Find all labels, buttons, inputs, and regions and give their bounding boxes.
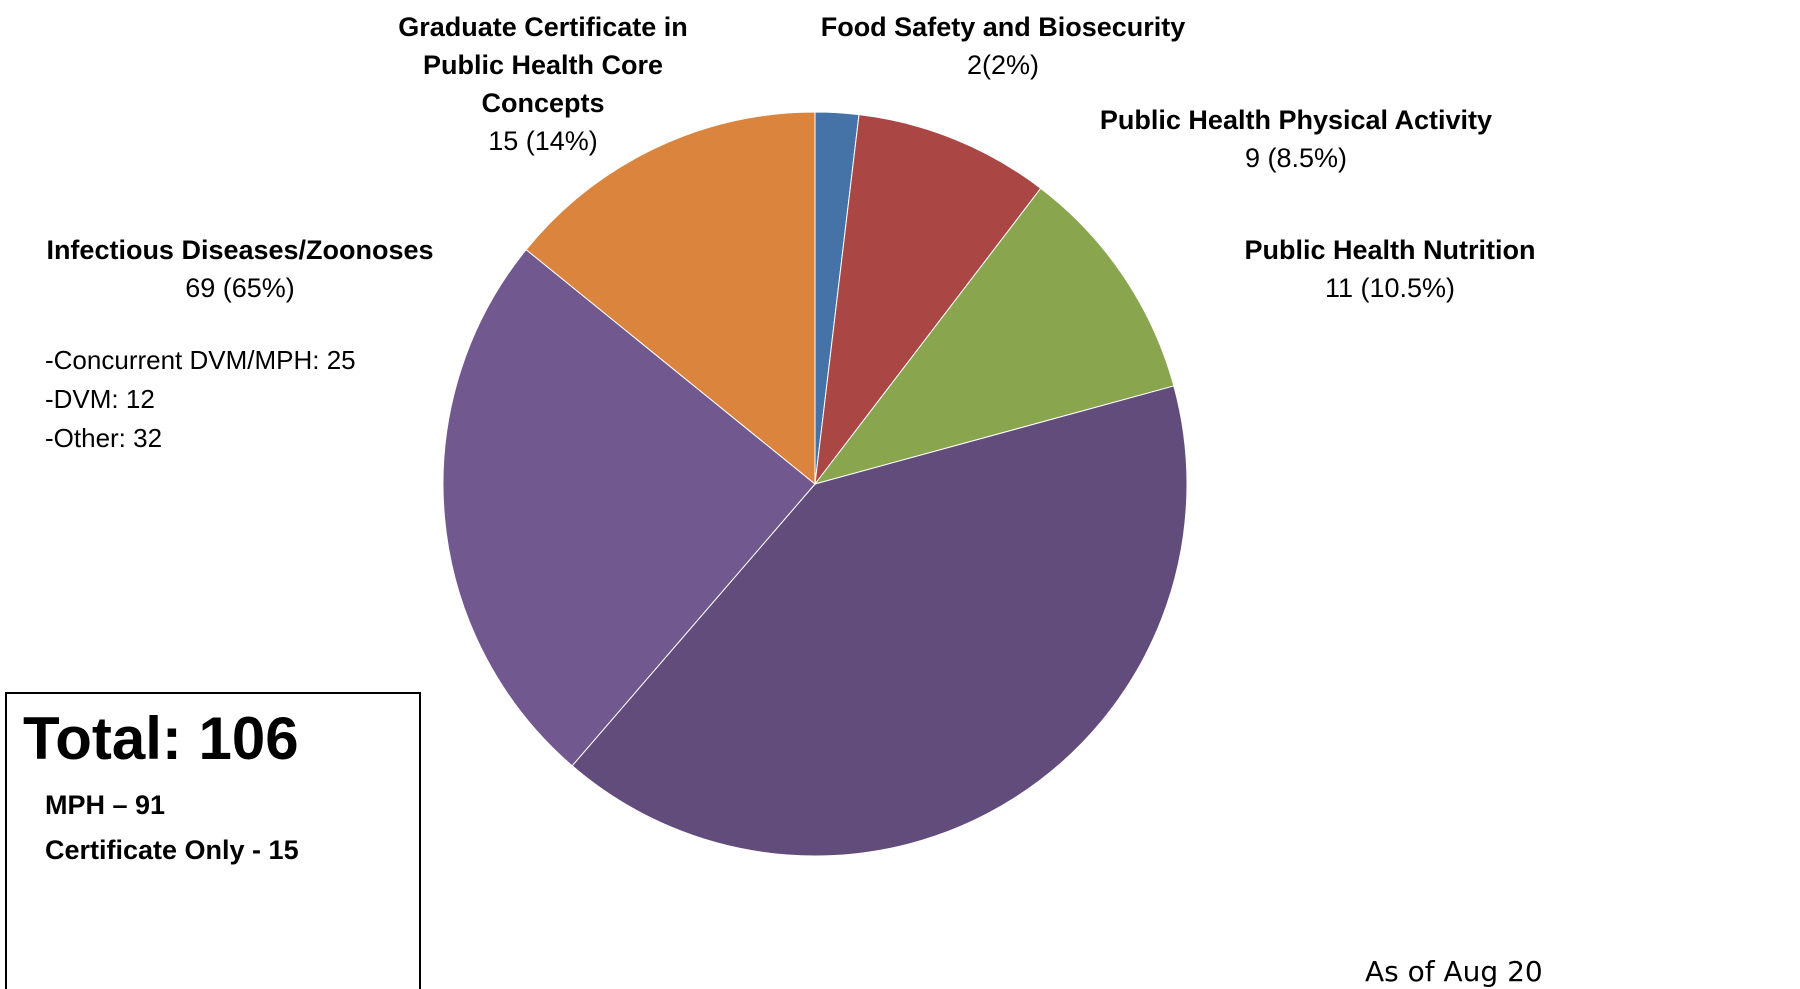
slice-name: Public Health Physical Activity: [1099, 105, 1493, 135]
group-value: 69 (65%): [185, 273, 295, 303]
pie-slice: [571, 385, 1188, 857]
slice-value: 2(2%): [966, 50, 1040, 80]
detail-line: -Concurrent DVM/MPH: 25: [45, 345, 356, 375]
detail-line: -Other: 32: [45, 423, 163, 453]
total: Total: 106: [23, 705, 299, 772]
mph-count: MPH – 91: [45, 790, 166, 820]
pie-slice: [814, 114, 1042, 486]
detail-line: -DVM: 12: [45, 384, 155, 414]
certificate-count: Certificate Only - 15: [45, 835, 299, 865]
group-label: Infectious Diseases/Zoonoses 69 (65%): [46, 231, 433, 307]
group-title: Infectious Diseases/Zoonoses: [46, 235, 434, 265]
pie-slice: [525, 111, 816, 486]
footer-note: As of Aug 20: [1365, 955, 1543, 988]
slice-value: 9 (8.5%): [1244, 143, 1348, 173]
slice-name: Graduate Certificate in Public Health Co…: [398, 12, 688, 118]
slice-label: Food Safety and Biosecurity 2(2%): [763, 8, 1243, 84]
slice-value: 11 (10.5%): [1324, 273, 1456, 303]
pie-slice: [442, 248, 816, 767]
slice-name: Food Safety and Biosecurity: [820, 12, 1186, 42]
slice-label: Graduate Certificate in Public Health Co…: [358, 8, 728, 160]
slice-value: 15 (14%): [488, 126, 598, 156]
slice-label: Public Health Nutrition 11 (10.5%): [1190, 231, 1590, 307]
total-box: Total: 106 MPH – 91 Certificate Only - 1…: [5, 692, 421, 989]
group-details: -Concurrent DVM/MPH: 25 -DVM: 12 -Other: 3…: [45, 341, 356, 458]
slice-name: Public Health Nutrition: [1244, 235, 1536, 265]
slice-label: Public Health Physical Activity 9 (8.5%): [1036, 101, 1556, 177]
